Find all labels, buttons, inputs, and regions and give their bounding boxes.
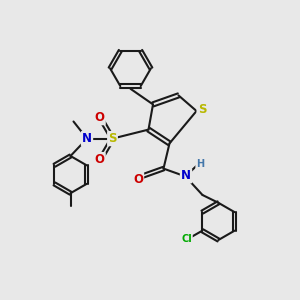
Text: N: N: [181, 169, 191, 182]
Text: O: O: [94, 153, 105, 166]
Text: N: N: [82, 132, 92, 145]
Text: O: O: [94, 111, 105, 124]
Text: H: H: [196, 159, 205, 169]
Text: O: O: [133, 173, 143, 186]
Text: S: S: [108, 132, 117, 145]
Text: Cl: Cl: [181, 234, 192, 244]
Text: S: S: [198, 103, 206, 116]
